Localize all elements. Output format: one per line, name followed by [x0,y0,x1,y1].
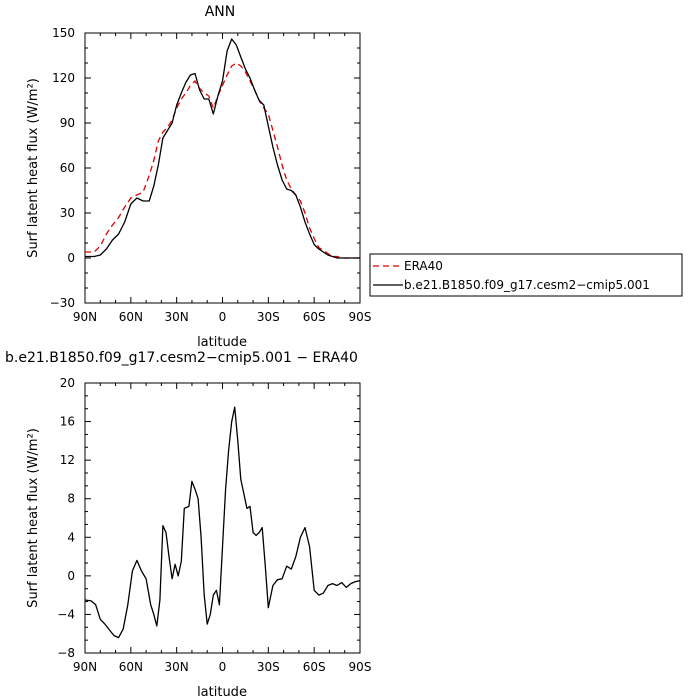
y-tick-label: −4 [57,607,75,621]
x-tick-label: 30N [165,660,189,674]
top-chart: ANN 90N 60N 30N 0 30S 60S 90S−300306090120150 … [26,4,683,350]
bottom-chart: b.e21.B1850.f09_g17.cesm2−cmip5.001 − ER… [5,350,371,700]
top-chart-title: ANN [205,4,236,20]
y-tick-label: 8 [67,492,75,506]
x-tick-label: 90S [349,660,372,674]
top-series-group [85,38,360,259]
y-tick-label: 20 [60,376,75,390]
y-tick-label: 30 [60,206,75,220]
x-tick-label: 30S [257,310,280,324]
y-tick-label: 16 [60,415,75,429]
x-tick-label: 0 [219,660,227,674]
x-tick-label: 60N [119,660,143,674]
x-tick-label: 60S [303,660,326,674]
y-tick-label: 150 [52,26,75,40]
bottom-series-group [84,406,361,639]
legend-label-era40: ERA40 [404,259,443,273]
y-tick-label: 0 [67,569,75,583]
y-tick-label: 120 [52,71,75,85]
bottom-chart-title: b.e21.B1850.f09_g17.cesm2−cmip5.001 − ER… [5,350,358,366]
bottom-y-axis-label: Surf latent heat flux (W/m²) [26,428,41,608]
y-tick-label: −30 [50,296,75,310]
top-y-axis-label: Surf latent heat flux (W/m²) [26,78,41,258]
top-ticks: 90N 60N 30N 0 30S 60S 90S −30 0 30 60 90 120 150 [50,26,372,324]
y-tick-label: 90 [60,116,75,130]
bottom-ticks: 90N 60N 30N 0 30S 60S 90S −8 −4 0 4 8 12 16 20 [57,376,371,674]
y-tick-label: 0 [67,251,75,265]
series-line-cesm2 [85,38,360,259]
legend: ERA40 b.e21.B1850.f09_g17.cesm2−cmip5.00… [369,253,683,297]
x-tick-label: 60S [303,310,326,324]
legend-label-cesm2: b.e21.B1850.f09_g17.cesm2−cmip5.001 [404,278,650,292]
bottom-x-axis-label: latitude [197,685,247,700]
x-tick-label: 30S [257,660,280,674]
x-tick-label: 60N [119,310,143,324]
x-tick-label: 30N [165,310,189,324]
y-tick-label: 60 [60,161,75,175]
x-tick-label: 90N [73,310,97,324]
y-tick-label: 12 [60,453,75,467]
y-tick-label: 4 [67,530,75,544]
top-x-axis-label: latitude [197,335,247,350]
top-plot-frame [84,32,361,304]
series-line-era40 [85,62,360,259]
x-tick-label: 90S [349,310,372,324]
y-tick-label: −8 [57,646,75,660]
x-tick-label: 0 [219,310,227,324]
legend-box [369,253,683,297]
x-tick-label: 90N [73,660,97,674]
series-line-difference [84,406,361,639]
